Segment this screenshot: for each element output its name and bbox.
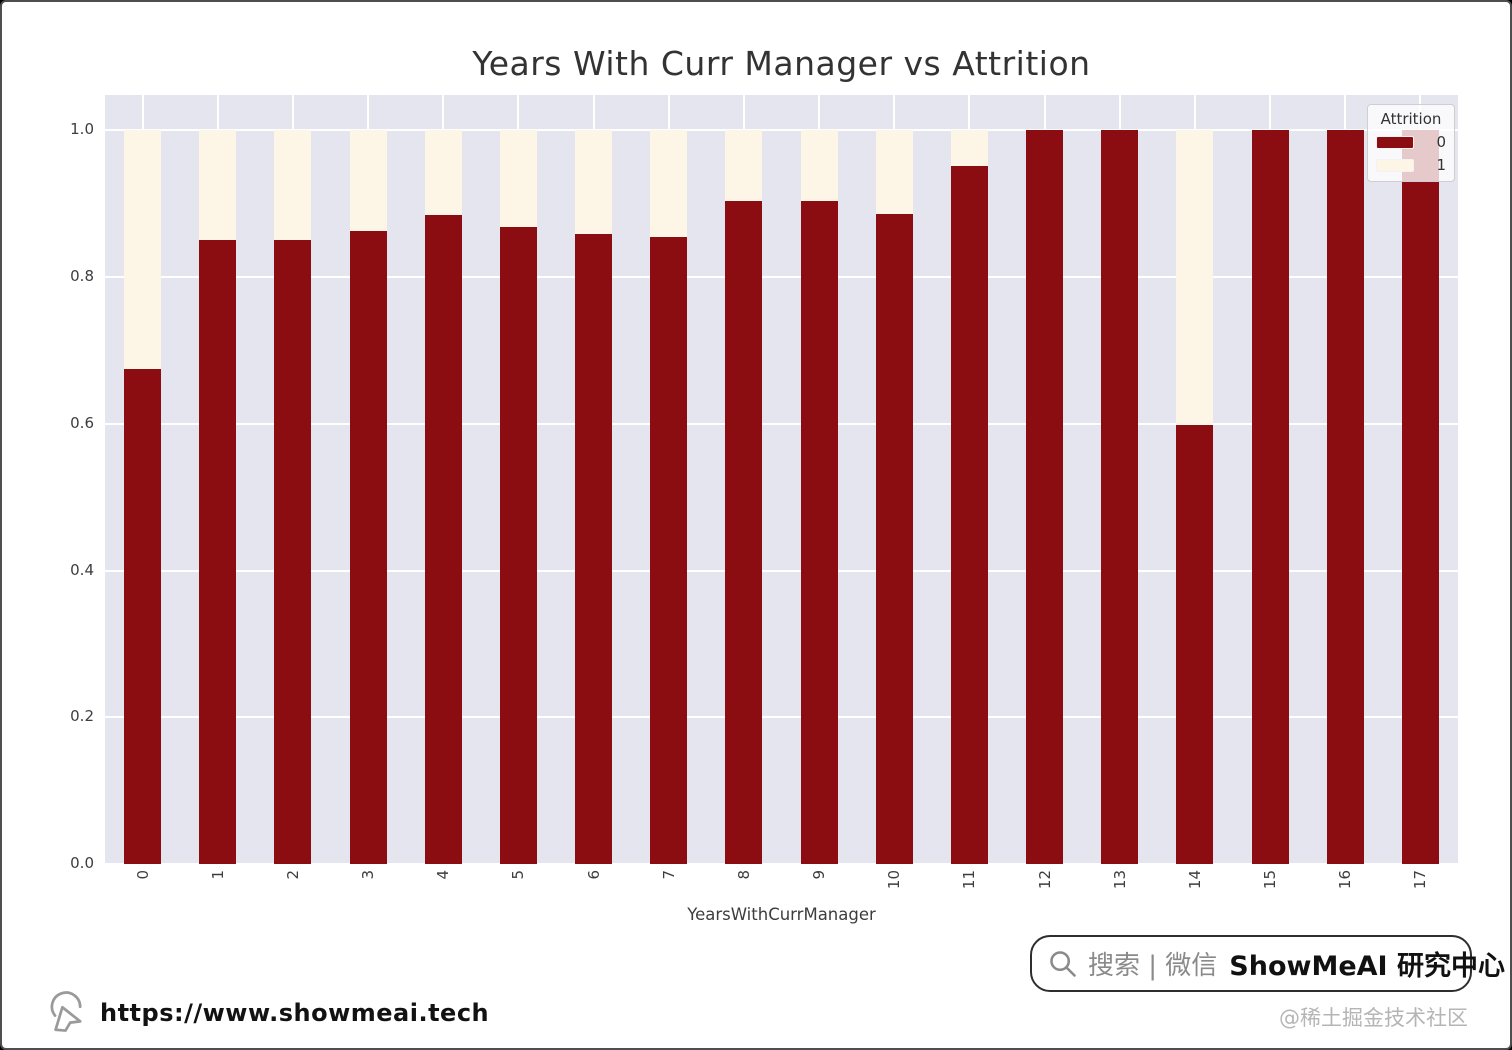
x-tick-0: 0 bbox=[133, 870, 152, 880]
x-tick-11: 11 bbox=[960, 870, 979, 890]
bar-x15-attrition0 bbox=[1251, 130, 1289, 864]
bar-x10-attrition1 bbox=[875, 130, 913, 214]
bar-x6-attrition1 bbox=[575, 130, 613, 234]
bar-x12-attrition0 bbox=[1026, 130, 1064, 864]
x-tick-5: 5 bbox=[509, 870, 528, 880]
bar-x16-attrition0 bbox=[1326, 130, 1364, 864]
search-prefix-label: 搜索 | 微信 bbox=[1088, 951, 1218, 981]
x-tick-14: 14 bbox=[1185, 870, 1204, 890]
bar-x10-attrition0 bbox=[875, 213, 913, 864]
x-tick-2: 2 bbox=[283, 870, 302, 880]
bar-x11-attrition0 bbox=[950, 166, 988, 864]
bar-x5-attrition1 bbox=[499, 130, 537, 228]
legend-label-0: 0 bbox=[1436, 133, 1446, 151]
bar-x17-attrition0 bbox=[1401, 130, 1439, 864]
horizontal-gridline bbox=[105, 422, 1458, 425]
bar-x3-attrition1 bbox=[349, 130, 387, 232]
y-tick-1.0: 1.0 bbox=[70, 120, 94, 139]
wechat-search-box[interactable]: 搜索 | 微信 ShowMeAI 研究中心 bbox=[1030, 935, 1505, 992]
bar-x1-attrition0 bbox=[199, 239, 237, 864]
legend-swatch-0 bbox=[1376, 135, 1414, 149]
horizontal-gridline bbox=[105, 129, 1458, 132]
website-url: https://www.showmeai.tech bbox=[100, 999, 490, 1027]
horizontal-gridline bbox=[105, 275, 1458, 278]
legend-swatch-1 bbox=[1376, 158, 1414, 172]
x-tick-4: 4 bbox=[434, 870, 453, 880]
legend-title: Attrition bbox=[1380, 110, 1442, 128]
legend-entry-0: 0 bbox=[1376, 133, 1446, 151]
x-tick-10: 10 bbox=[885, 870, 904, 890]
horizontal-gridline bbox=[105, 569, 1458, 572]
bar-x4-attrition1 bbox=[424, 130, 462, 216]
x-tick-15: 15 bbox=[1261, 870, 1280, 890]
x-tick-9: 9 bbox=[810, 870, 829, 880]
y-tick-0.8: 0.8 bbox=[70, 266, 94, 285]
bar-x4-attrition0 bbox=[424, 215, 462, 864]
legend-label-1: 1 bbox=[1436, 156, 1446, 174]
x-tick-3: 3 bbox=[359, 870, 378, 880]
bar-x0-attrition1 bbox=[124, 130, 162, 369]
bar-x13-attrition0 bbox=[1101, 130, 1139, 864]
cursor-click-icon bbox=[50, 991, 82, 1032]
bar-x9-attrition0 bbox=[800, 201, 838, 864]
y-tick-0.6: 0.6 bbox=[70, 413, 94, 432]
bar-x0-attrition0 bbox=[124, 368, 162, 864]
bar-x8-attrition0 bbox=[725, 201, 763, 864]
y-axis-ticks: 0.0 0.2 0.4 0.6 0.8 1.0 bbox=[52, 95, 94, 872]
community-credit: @稀土掘金技术社区 bbox=[1279, 1006, 1468, 1030]
x-tick-8: 8 bbox=[734, 870, 753, 880]
horizontal-gridline bbox=[105, 863, 1458, 865]
chart-title: Years With Curr Manager vs Attrition bbox=[472, 44, 1091, 83]
y-tick-0.4: 0.4 bbox=[70, 560, 94, 579]
bar-x1-attrition1 bbox=[199, 130, 237, 240]
bar-x6-attrition0 bbox=[575, 233, 613, 864]
bar-x9-attrition1 bbox=[800, 130, 838, 202]
x-tick-7: 7 bbox=[659, 870, 678, 880]
bar-x7-attrition1 bbox=[650, 130, 688, 238]
legend-entry-1: 1 bbox=[1376, 156, 1446, 174]
x-tick-12: 12 bbox=[1035, 870, 1054, 890]
x-tick-16: 16 bbox=[1336, 870, 1355, 890]
y-tick-0.2: 0.2 bbox=[70, 707, 94, 726]
bar-x2-attrition1 bbox=[274, 130, 312, 240]
bar-x3-attrition0 bbox=[349, 231, 387, 864]
bar-x5-attrition0 bbox=[499, 227, 537, 864]
website-link[interactable]: https://www.showmeai.tech bbox=[42, 990, 489, 1036]
bar-x14-attrition0 bbox=[1176, 425, 1214, 864]
horizontal-gridline bbox=[105, 716, 1458, 719]
y-tick-0.0: 0.0 bbox=[70, 854, 94, 872]
x-tick-6: 6 bbox=[584, 870, 603, 880]
bar-x8-attrition1 bbox=[725, 130, 763, 202]
bar-x11-attrition1 bbox=[950, 130, 988, 167]
x-tick-17: 17 bbox=[1411, 870, 1430, 890]
brand-name: ShowMeAI 研究中心 bbox=[1229, 951, 1505, 982]
x-tick-1: 1 bbox=[208, 870, 227, 880]
x-axis-label: YearsWithCurrManager bbox=[687, 905, 876, 924]
search-icon bbox=[1050, 950, 1076, 977]
bar-x2-attrition0 bbox=[274, 239, 312, 864]
x-tick-13: 13 bbox=[1110, 870, 1129, 890]
bar-x14-attrition1 bbox=[1176, 130, 1214, 426]
bar-x7-attrition0 bbox=[650, 237, 688, 864]
